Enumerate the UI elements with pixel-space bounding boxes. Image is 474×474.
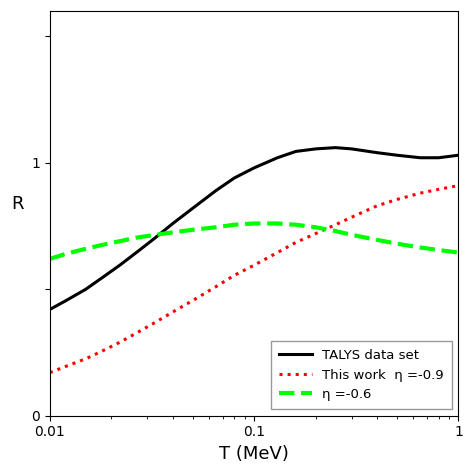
This work  η =-0.9 xyxy=(333,222,338,228)
Legend: TALYS data set, This work  η =-0.9, η =-0.6: TALYS data set, This work η =-0.9, η =-0… xyxy=(271,341,452,409)
η =-0.6 xyxy=(190,227,195,233)
This work  η =-0.9 xyxy=(170,309,176,315)
This work  η =-0.9 xyxy=(99,348,105,354)
η =-0.6 xyxy=(293,222,299,228)
This work  η =-0.9 xyxy=(153,319,159,325)
η =-0.6 xyxy=(153,232,159,237)
X-axis label: T (MeV): T (MeV) xyxy=(219,445,289,463)
TALYS data set xyxy=(349,146,355,152)
η =-0.6 xyxy=(313,224,319,230)
η =-0.6 xyxy=(418,245,423,250)
TALYS data set xyxy=(213,188,219,193)
TALYS data set xyxy=(153,235,159,240)
η =-0.6 xyxy=(170,229,176,235)
TALYS data set xyxy=(231,175,237,181)
η =-0.6 xyxy=(83,246,89,252)
TALYS data set xyxy=(274,155,280,161)
This work  η =-0.9 xyxy=(418,190,423,196)
η =-0.6 xyxy=(213,224,219,230)
η =-0.6 xyxy=(374,237,380,243)
η =-0.6 xyxy=(274,220,280,226)
η =-0.6 xyxy=(99,242,105,248)
This work  η =-0.9 xyxy=(213,284,219,290)
This work  η =-0.9 xyxy=(436,186,441,192)
η =-0.6 xyxy=(394,241,400,246)
TALYS data set xyxy=(63,298,69,303)
This work  η =-0.9 xyxy=(135,329,141,335)
This work  η =-0.9 xyxy=(374,203,380,209)
TALYS data set xyxy=(170,220,176,226)
η =-0.6 xyxy=(333,228,338,234)
Line: This work  η =-0.9: This work η =-0.9 xyxy=(50,185,458,373)
This work  η =-0.9 xyxy=(456,182,461,188)
This work  η =-0.9 xyxy=(47,370,53,375)
TALYS data set xyxy=(99,275,105,281)
η =-0.6 xyxy=(349,232,355,237)
TALYS data set xyxy=(456,152,461,158)
Line: η =-0.6: η =-0.6 xyxy=(50,223,458,259)
This work  η =-0.9 xyxy=(190,298,195,303)
TALYS data set xyxy=(374,150,380,155)
Line: TALYS data set: TALYS data set xyxy=(50,147,458,310)
TALYS data set xyxy=(135,248,141,254)
η =-0.6 xyxy=(436,247,441,253)
This work  η =-0.9 xyxy=(251,262,257,268)
This work  η =-0.9 xyxy=(313,231,319,237)
η =-0.6 xyxy=(456,250,461,255)
This work  η =-0.9 xyxy=(63,364,69,369)
This work  η =-0.9 xyxy=(394,197,400,202)
Y-axis label: R: R xyxy=(11,195,24,213)
TALYS data set xyxy=(251,165,257,171)
TALYS data set xyxy=(47,307,53,312)
This work  η =-0.9 xyxy=(83,356,89,362)
TALYS data set xyxy=(394,152,400,158)
This work  η =-0.9 xyxy=(349,214,355,220)
TALYS data set xyxy=(190,205,195,211)
η =-0.6 xyxy=(63,251,69,256)
η =-0.6 xyxy=(251,220,257,226)
This work  η =-0.9 xyxy=(231,273,237,278)
TALYS data set xyxy=(436,155,441,161)
This work  η =-0.9 xyxy=(293,239,299,245)
TALYS data set xyxy=(418,155,423,161)
TALYS data set xyxy=(313,146,319,152)
η =-0.6 xyxy=(47,256,53,262)
TALYS data set xyxy=(83,286,89,292)
TALYS data set xyxy=(293,148,299,154)
This work  η =-0.9 xyxy=(117,339,123,345)
TALYS data set xyxy=(117,262,123,268)
η =-0.6 xyxy=(135,235,141,240)
η =-0.6 xyxy=(117,238,123,244)
This work  η =-0.9 xyxy=(274,250,280,255)
TALYS data set xyxy=(333,145,338,150)
η =-0.6 xyxy=(231,222,237,228)
